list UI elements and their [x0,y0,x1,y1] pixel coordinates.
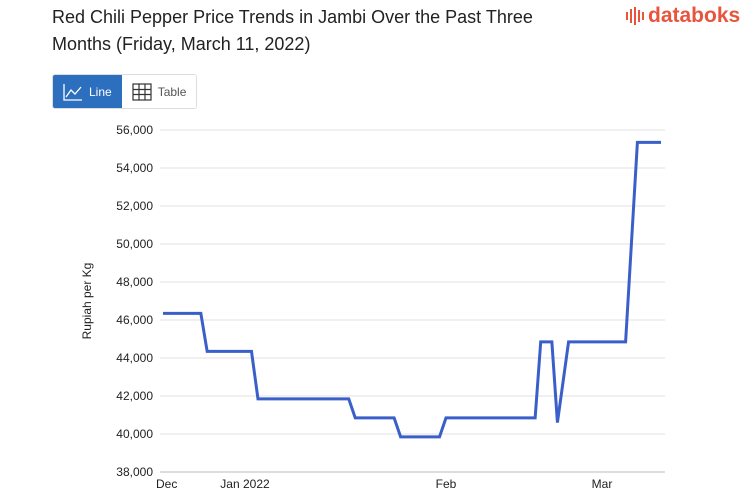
y-tick-label: 50,000 [116,237,153,251]
view-toggle: Line Table [52,74,198,109]
y-tick-label: 48,000 [116,275,153,289]
x-tick-label: Jan 2022 [220,477,270,491]
price-line [163,140,661,439]
logo-text: databoks [648,4,741,27]
y-tick-label: 38,000 [116,465,153,479]
y-tick-label: 40,000 [116,427,153,441]
y-tick-label: 52,000 [116,199,153,213]
y-tick-label: 42,000 [116,389,153,403]
tab-line-label: Line [89,84,112,99]
y-axis-label: Rupiah per Kg [80,263,94,340]
x-tick-label: Feb [436,477,457,491]
table-grid-icon [132,82,152,101]
y-tick-label: 44,000 [116,351,153,365]
tab-line[interactable]: Line [53,75,122,108]
line-chart-icon [63,83,82,101]
x-tick-label: Dec [156,477,177,491]
tab-table-label: Table [157,84,187,99]
y-tick-label: 56,000 [116,123,153,137]
databoks-logo: databoks [626,4,740,28]
chart-title: Red Chili Pepper Price Trends in Jambi O… [52,7,533,54]
y-tick-label: 54,000 [116,161,153,175]
tab-table[interactable]: Table [121,75,197,108]
x-tick-label: Mar [592,477,613,491]
y-tick-label: 46,000 [116,313,153,327]
logo-bars-icon [626,7,644,25]
